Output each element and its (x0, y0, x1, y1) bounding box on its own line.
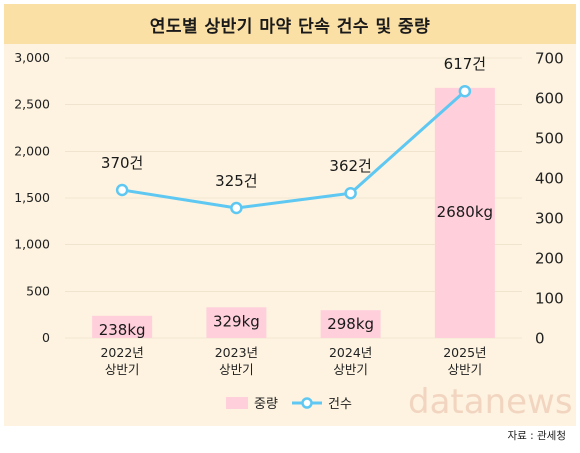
legend-label-line: 건수 (328, 397, 352, 412)
right-tick-label: 200 (535, 250, 564, 268)
line-value-label: 325건 (215, 172, 257, 190)
left-tick-label: 1,500 (14, 190, 50, 205)
left-tick-label: 500 (26, 283, 50, 298)
right-tick-label: 700 (535, 50, 564, 68)
right-tick-label: 100 (535, 290, 564, 308)
title-bar: 연도별 상반기 마약 단속 건수 및 중량 (4, 4, 576, 44)
left-tick-label: 0 (42, 330, 50, 345)
bar-value-label: 238kg (99, 321, 146, 339)
bar (206, 307, 267, 338)
line-value-label: 617건 (444, 55, 486, 73)
line-point (230, 201, 243, 215)
x-tick-label: 상반기 (448, 362, 483, 377)
x-tick-label: 상반기 (333, 362, 368, 377)
legend-label-bar: 중량 (254, 397, 278, 412)
left-tick-label: 1,000 (14, 237, 50, 252)
right-tick-label: 600 (535, 90, 564, 108)
line-point (344, 186, 357, 200)
bar-series: 238kg 329kg 298kg 2680kg (92, 87, 495, 339)
line-value-label: 370건 (101, 154, 143, 172)
left-tick-label: 2,500 (14, 97, 50, 112)
bar-value-label: 2680kg (437, 203, 493, 221)
right-tick-label: 500 (535, 130, 564, 148)
left-tick-label: 3,000 (14, 50, 50, 65)
x-tick-label: 2022년 (100, 345, 143, 360)
bar (92, 315, 153, 338)
x-tick-label: 2023년 (215, 345, 258, 360)
line-point (115, 183, 129, 197)
bar-value-label: 329kg (213, 312, 260, 330)
chart-title: 연도별 상반기 마약 단속 건수 및 중량 (149, 16, 431, 37)
x-tick-label: 상반기 (105, 362, 140, 377)
right-axis-ticks: 0 100 200 300 400 500 600 700 (535, 50, 564, 348)
legend-swatch-bar (226, 397, 248, 409)
left-tick-label: 2,000 (14, 143, 50, 158)
bar-value-label: 298kg (327, 315, 374, 333)
left-axis-ticks: 0 500 1,000 1,500 2,000 2,500 3,000 (14, 50, 50, 345)
source-note: 자료 : 관세청 (507, 430, 566, 442)
right-tick-label: 400 (535, 170, 564, 188)
right-tick-label: 0 (535, 330, 545, 348)
line-point (458, 84, 472, 98)
x-tick-label: 상반기 (219, 362, 254, 377)
legend-marker-line (301, 397, 313, 409)
bar (320, 310, 381, 338)
line-value-label: 362건 (329, 157, 371, 175)
right-tick-label: 300 (535, 210, 564, 228)
bar (434, 87, 495, 338)
watermark-logo: datanews (408, 382, 573, 422)
line-series: 370건 325건 362건 617건 (101, 55, 486, 215)
x-tick-label: 2025년 (443, 345, 486, 360)
legend: 중량 건수 (226, 397, 352, 412)
x-tick-label: 2024년 (329, 345, 372, 360)
line-path (121, 90, 466, 210)
